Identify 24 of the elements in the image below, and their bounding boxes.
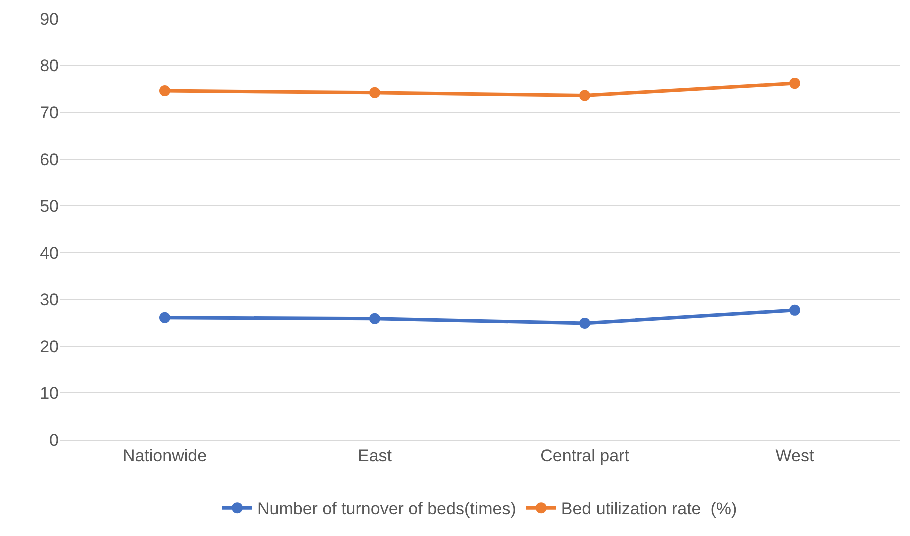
point [790,78,800,90]
point [160,312,170,324]
point [580,90,590,102]
y-tick-label: 20 [40,337,59,356]
y-tick-label: 80 [40,56,59,76]
legend-label: Number of turnover of beds(times) [258,500,516,519]
point [160,86,170,97]
point [580,318,590,330]
y-tick-label: 0 [50,430,59,450]
x-tick-label: Central part [540,446,630,466]
y-tick-label: 10 [40,384,59,404]
y-tick-label: 70 [40,104,59,123]
point [370,87,380,98]
x-tick-label: West [776,446,814,466]
x-tick-label: Nationwide [122,446,208,466]
legend-label: Bed utilization rate (%) [561,500,738,519]
y-tick-label: 30 [40,290,59,310]
y-tick-label: 90 [40,10,59,29]
y-tick-label: 60 [40,150,59,170]
y-tick-label: 40 [40,244,59,263]
y-tick-label: 50 [40,197,59,216]
point [370,313,380,324]
point [790,304,800,316]
x-tick-label: East [358,446,392,466]
